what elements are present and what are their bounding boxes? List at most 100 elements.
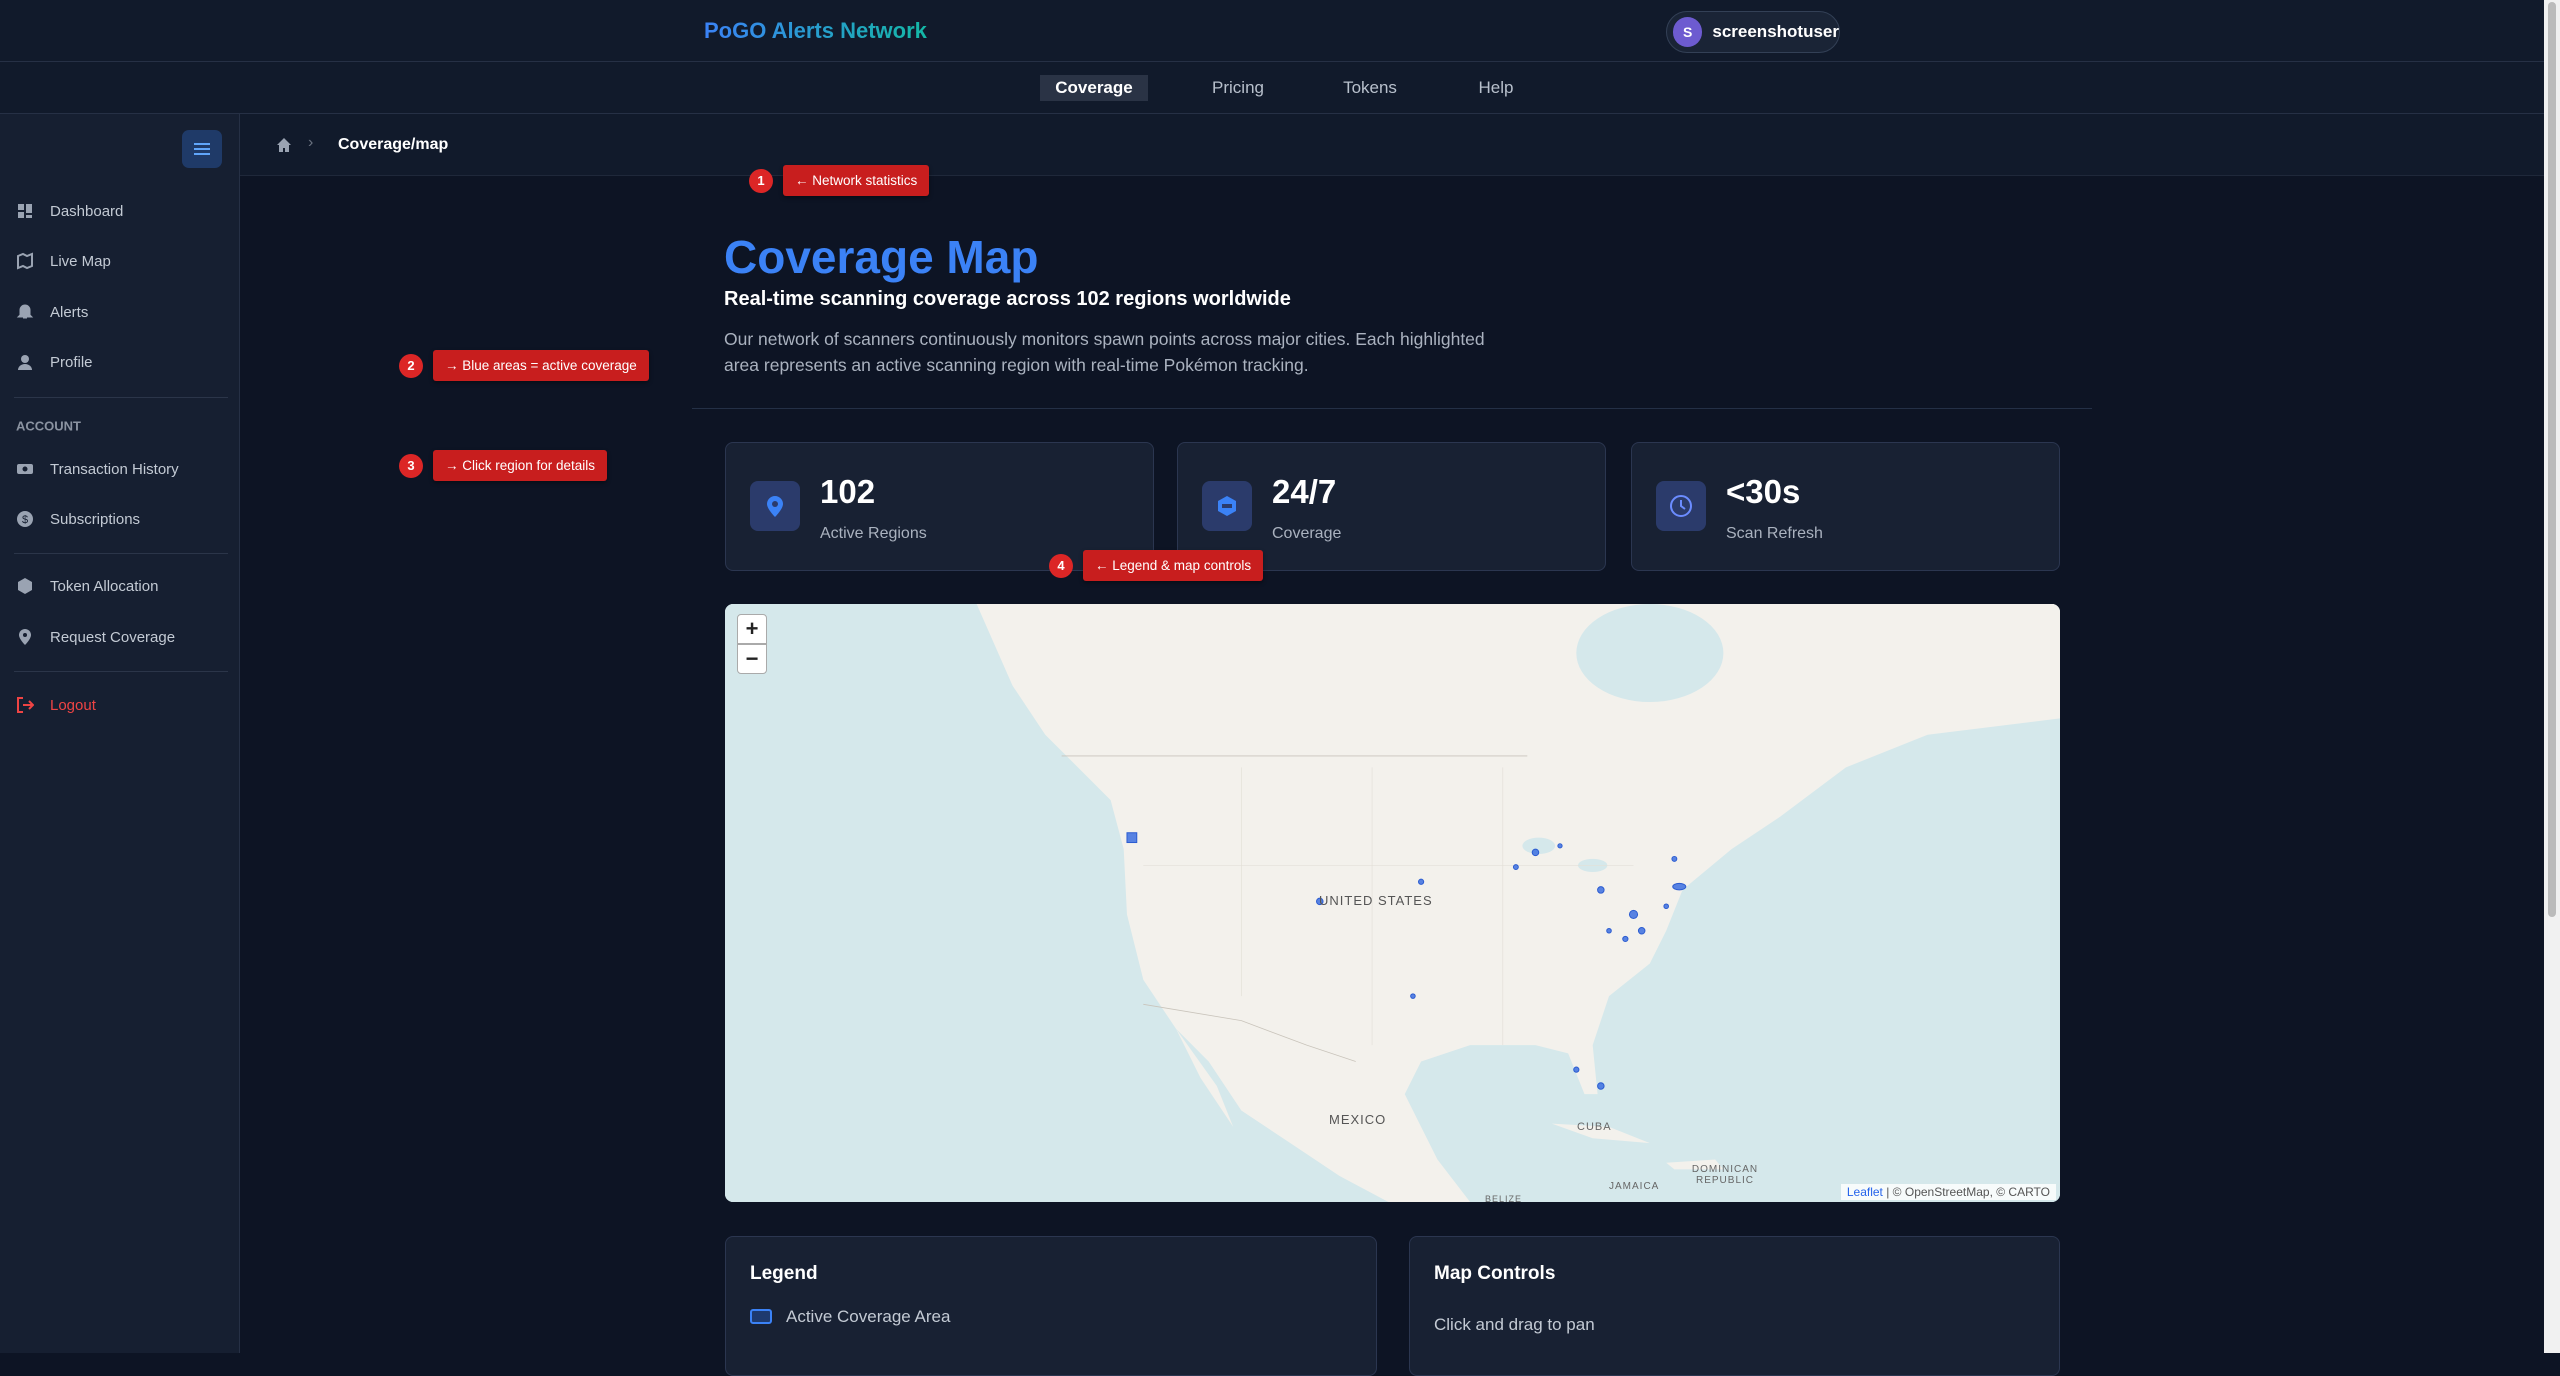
scroll-thumb[interactable]	[2548, 2, 2556, 917]
logout-link[interactable]: Logout	[16, 696, 96, 714]
divider	[14, 553, 228, 554]
map-label: JAMAICA	[1609, 1181, 1660, 1192]
icon	[19, 629, 31, 645]
annotation: 4 ← Legend & map controls	[1049, 550, 1264, 581]
stat-icon	[1656, 481, 1706, 531]
icon	[18, 578, 32, 594]
brand[interactable]: PoGO Alerts Network	[704, 18, 927, 43]
separator: ›	[308, 134, 314, 151]
stat-label: Coverage	[1272, 525, 1342, 542]
annotation-text: → Blue areas = active coverage	[433, 350, 649, 381]
controls-title: Map Controls	[1434, 1263, 1556, 1284]
icon	[17, 697, 34, 713]
stat-label: Active Regions	[820, 525, 927, 542]
icon	[16, 304, 34, 319]
divider	[692, 408, 2092, 409]
divider	[14, 397, 228, 398]
label: Dashboard	[50, 202, 124, 220]
icon: $	[17, 511, 33, 527]
sidebar-link[interactable]: Token Allocation	[16, 577, 158, 595]
controls-text: Click and drag to pan	[1434, 1315, 1595, 1334]
page-title: Coverage Map	[724, 231, 1039, 283]
stat-card: 102 Active Regions	[725, 442, 1154, 571]
legend-swatch	[750, 1309, 772, 1324]
sidebar	[0, 114, 240, 1353]
annotation-number: 3	[399, 453, 423, 478]
stat-card: 24/7 Coverage	[1177, 442, 1606, 571]
annotation-text: → Click region for details	[433, 450, 608, 481]
map-label: UNITED STATES	[1319, 893, 1433, 908]
attribution: Leaflet | © OpenStreetMap, © CARTO	[1840, 1184, 2056, 1200]
label: Transaction History	[50, 460, 179, 478]
label: Token Allocation	[50, 577, 159, 595]
label: Request Coverage	[50, 628, 176, 646]
section-label: ACCOUNT	[16, 418, 81, 434]
map-label: DOMINICAN REPUBLIC	[1691, 1164, 1759, 1186]
annotation-text: ← Legend & map controls	[1083, 550, 1264, 581]
annotation-number: 1	[749, 168, 773, 193]
stat-icon	[1202, 481, 1252, 531]
annotation-number: 4	[1049, 553, 1073, 578]
stat-value: 24/7	[1272, 473, 1337, 510]
nav-link[interactable]: Help	[1478, 78, 1514, 97]
page-subtitle: Real-time scanning coverage across 102 r…	[724, 288, 1291, 310]
sidebar-link[interactable]: Dashboard	[16, 202, 123, 220]
nav-link[interactable]: Tokens	[1343, 78, 1397, 97]
zoom-in[interactable]: +	[737, 614, 767, 644]
breadcrumb-bar: › Coverage/map	[240, 114, 2544, 176]
home-icon[interactable]	[276, 137, 292, 153]
map-label: BELIZE	[1485, 1194, 1523, 1202]
zoom-out[interactable]: −	[737, 644, 767, 674]
stat-value: <30s	[1726, 473, 1801, 510]
stat-label: Scan Refresh	[1726, 525, 1823, 542]
label: Profile	[50, 353, 93, 371]
menu-icon	[194, 143, 210, 155]
legend-title: Legend	[750, 1263, 818, 1284]
controls-card: Map Controls Click and drag to pan	[1409, 1236, 2060, 1376]
annotation: 3 → Click region for details	[399, 450, 608, 481]
nav-bar: Coverage Pricing Tokens Help	[0, 62, 2544, 114]
stat-card: <30s Scan Refresh	[1631, 442, 2060, 571]
map-tiles	[725, 604, 2060, 1202]
attribution-text: | © OpenStreetMap, © CARTO	[1886, 1185, 2050, 1199]
attribution-link[interactable]: Leaflet	[1846, 1185, 1883, 1199]
map-label: MEXICO	[1329, 1112, 1387, 1127]
page-description: Our network of scanners continuously mon…	[724, 329, 1485, 375]
svg-text:$: $	[22, 514, 28, 526]
nav-link[interactable]: Coverage	[1040, 75, 1148, 101]
annotation-number: 2	[399, 353, 423, 378]
scrollbar[interactable]	[2544, 0, 2560, 1353]
nav-link[interactable]: Pricing	[1212, 78, 1264, 97]
icon	[18, 355, 32, 370]
annotation: 1 ← Network statistics	[749, 165, 930, 196]
sidebar-link[interactable]: Alerts	[16, 303, 88, 321]
sidebar-link[interactable]: $ Subscriptions	[16, 510, 140, 528]
label: Live Map	[50, 252, 111, 270]
sidebar-link[interactable]: Profile	[16, 353, 93, 371]
stat-value: 102	[820, 473, 876, 510]
coverage-map[interactable]: + − UNITED STATES MEXICO CUBA JAMAICA DO…	[725, 604, 2060, 1202]
legend-card: Legend Active Coverage Area	[725, 1236, 1377, 1376]
sidebar-link[interactable]: Request Coverage	[16, 628, 175, 646]
annotation-text: ← Network statistics	[783, 165, 930, 196]
divider	[14, 671, 228, 672]
avatar: S	[1673, 17, 1703, 47]
annotation: 2 → Blue areas = active coverage	[399, 350, 649, 381]
icon	[18, 204, 32, 218]
stat-icon	[750, 481, 800, 531]
sidebar-toggle[interactable]	[182, 130, 222, 168]
map-label: CUBA	[1577, 1121, 1612, 1133]
username: screenshotuser	[1712, 22, 1839, 41]
sidebar-link[interactable]: Transaction History	[16, 460, 179, 478]
legend-item: Active Coverage Area	[786, 1307, 951, 1326]
breadcrumb-current: Coverage/map	[338, 136, 449, 153]
sidebar-link[interactable]: Live Map	[16, 252, 111, 270]
label: Subscriptions	[50, 510, 141, 528]
label: Logout	[50, 696, 96, 714]
label: Alerts	[50, 303, 89, 321]
icon	[17, 464, 33, 474]
